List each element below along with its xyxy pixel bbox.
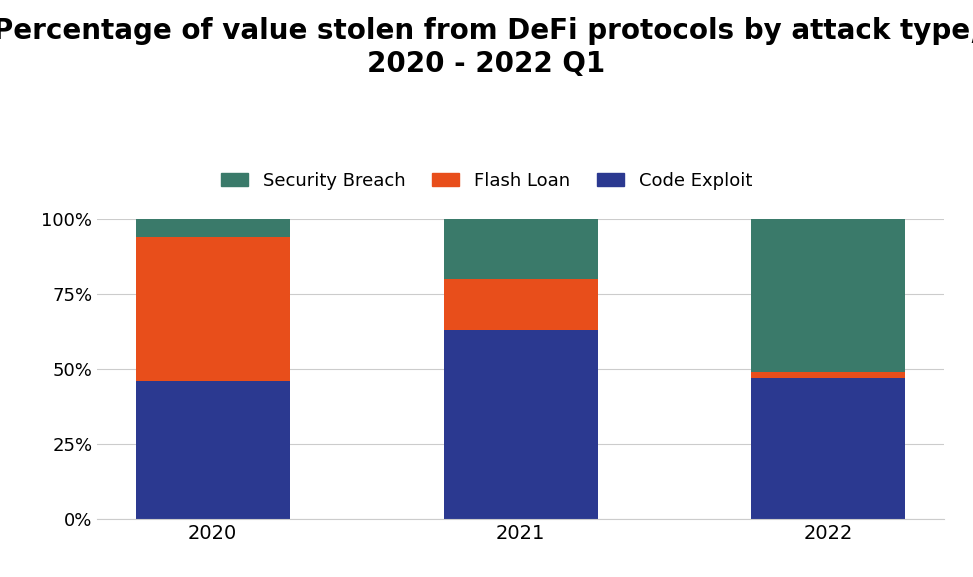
Bar [136, 237, 290, 381]
Bar [136, 381, 290, 519]
Bar [751, 372, 905, 379]
Bar [751, 219, 905, 372]
Bar [751, 379, 905, 519]
Bar [444, 279, 597, 330]
Bar [444, 219, 597, 279]
Bar [444, 330, 597, 519]
Text: Percentage of value stolen from DeFi protocols by attack type,
2020 - 2022 Q1: Percentage of value stolen from DeFi pro… [0, 17, 973, 78]
Legend: Security Breach, Flash Loan, Code Exploit: Security Breach, Flash Loan, Code Exploi… [214, 165, 759, 197]
Bar [136, 219, 290, 237]
